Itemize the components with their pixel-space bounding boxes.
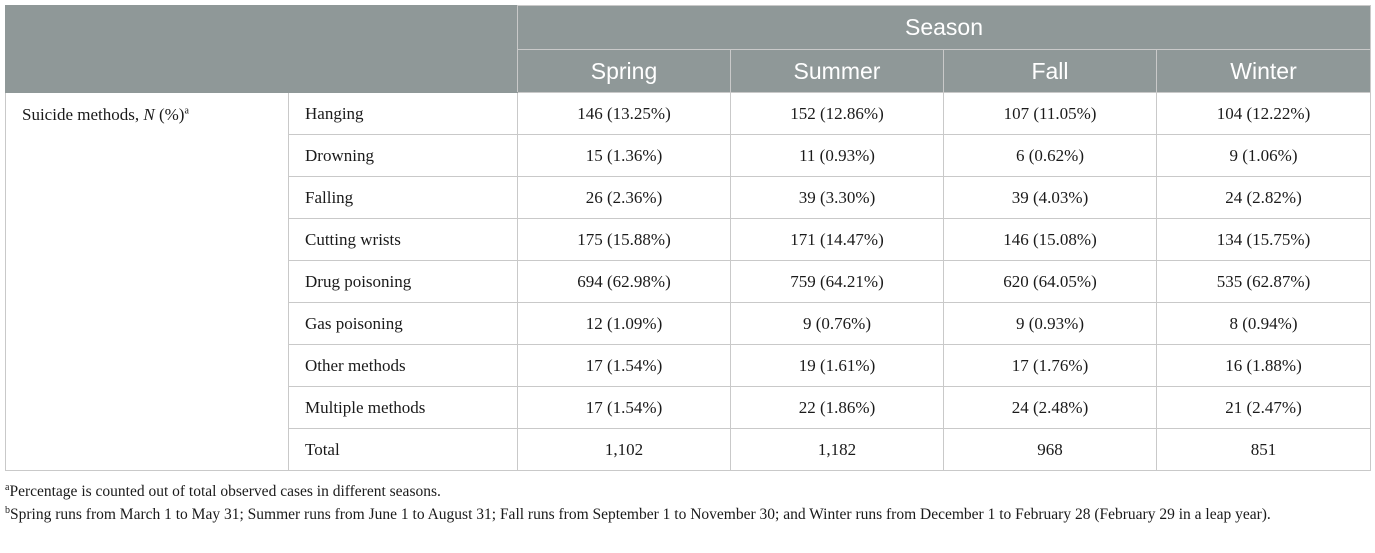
value-cell: 22 (1.86%) — [730, 386, 944, 429]
table-row-total: Total 1,102 1,182 968 851 — [6, 428, 1372, 471]
value-cell: 694 (62.98%) — [517, 260, 731, 303]
table-row: Multiple methods 17 (1.54%) 22 (1.86%) 2… — [6, 386, 1372, 429]
value-cell: 1,102 — [517, 428, 731, 471]
header-row-group: Season — [5, 5, 1372, 93]
footnote-a: aPercentage is counted out of total obse… — [5, 480, 1370, 503]
season-table: Season Spring Summer Fall Winter Suicide… — [5, 5, 1372, 471]
value-cell: 620 (64.05%) — [943, 260, 1157, 303]
method-cell: Drowning — [288, 134, 518, 177]
method-cell: Multiple methods — [288, 386, 518, 429]
table-row: Gas poisoning 12 (1.09%) 9 (0.76%) 9 (0.… — [6, 302, 1372, 345]
value-cell: 134 (15.75%) — [1155, 218, 1372, 261]
value-cell: 39 (4.03%) — [943, 176, 1157, 219]
header-row-seasons: Spring Summer Fall Winter — [6, 49, 1372, 93]
method-cell: Gas poisoning — [288, 302, 518, 345]
row-group-label-sup: a — [184, 105, 189, 117]
table-row: Drug poisoning 694 (62.98%) 759 (64.21%)… — [6, 260, 1372, 303]
value-cell: 535 (62.87%) — [1155, 260, 1372, 303]
value-cell: 175 (15.88%) — [517, 218, 731, 261]
footnote-b-text: Spring runs from March 1 to May 31; Summ… — [10, 506, 1271, 523]
value-cell: 21 (2.47%) — [1155, 386, 1372, 429]
method-cell: Drug poisoning — [288, 260, 518, 303]
value-cell: 9 (0.76%) — [730, 302, 944, 345]
method-cell: Hanging — [288, 92, 518, 135]
footnote-a-text: Percentage is counted out of total obser… — [9, 483, 441, 500]
footnote-b-marker: b — [5, 504, 10, 516]
row-group-label-n: N — [143, 105, 155, 124]
header-fall: Fall — [943, 49, 1157, 93]
table-row: Suicide methods, N (%)a Hanging 146 (13.… — [5, 92, 1372, 471]
value-cell: 19 (1.61%) — [730, 344, 944, 387]
value-cell: 759 (64.21%) — [730, 260, 944, 303]
header-spring: Spring — [517, 49, 731, 93]
value-cell: 8 (0.94%) — [1155, 302, 1372, 345]
table-row: Other methods 17 (1.54%) 19 (1.61%) 17 (… — [6, 344, 1372, 387]
header-season: Season — [516, 5, 1372, 50]
table-row: Cutting wrists 175 (15.88%) 171 (14.47%)… — [6, 218, 1372, 261]
value-cell: 17 (1.76%) — [943, 344, 1157, 387]
value-cell: 104 (12.22%) — [1155, 92, 1372, 135]
header-winter: Winter — [1155, 49, 1372, 93]
row-group-label-text: Suicide methods, — [22, 105, 144, 124]
value-cell: 146 (15.08%) — [943, 218, 1157, 261]
value-cell: 15 (1.36%) — [517, 134, 731, 177]
method-cell: Total — [288, 428, 518, 471]
table-row: Falling 26 (2.36%) 39 (3.30%) 39 (4.03%)… — [6, 176, 1372, 219]
value-cell: 17 (1.54%) — [517, 344, 731, 387]
value-cell: 24 (2.82%) — [1155, 176, 1372, 219]
value-cell: 152 (12.86%) — [730, 92, 944, 135]
value-cell: 6 (0.62%) — [943, 134, 1157, 177]
header-blank-cell — [5, 5, 518, 93]
value-cell: 968 — [943, 428, 1157, 471]
header-summer: Summer — [730, 49, 944, 93]
value-cell: 16 (1.88%) — [1155, 344, 1372, 387]
value-cell: 17 (1.54%) — [517, 386, 731, 429]
value-cell: 9 (0.93%) — [943, 302, 1157, 345]
value-cell: 1,182 — [730, 428, 944, 471]
value-cell: 851 — [1155, 428, 1372, 471]
footnotes: aPercentage is counted out of total obse… — [5, 480, 1370, 526]
method-cell: Falling — [288, 176, 518, 219]
value-cell: 146 (13.25%) — [517, 92, 731, 135]
footnote-b: bSpring runs from March 1 to May 31; Sum… — [5, 503, 1370, 526]
row-group-label-pct: (%) — [154, 105, 185, 124]
value-cell: 24 (2.48%) — [943, 386, 1157, 429]
value-cell: 26 (2.36%) — [517, 176, 731, 219]
footnote-a-marker: a — [5, 481, 10, 493]
value-cell: 11 (0.93%) — [730, 134, 944, 177]
value-cell: 12 (1.09%) — [517, 302, 731, 345]
value-cell: 107 (11.05%) — [943, 92, 1157, 135]
row-group-label: Suicide methods, N (%)a — [5, 92, 289, 471]
method-cell: Cutting wrists — [288, 218, 518, 261]
value-cell: 39 (3.30%) — [730, 176, 944, 219]
value-cell: 171 (14.47%) — [730, 218, 944, 261]
value-cell: 9 (1.06%) — [1155, 134, 1372, 177]
method-cell: Other methods — [288, 344, 518, 387]
